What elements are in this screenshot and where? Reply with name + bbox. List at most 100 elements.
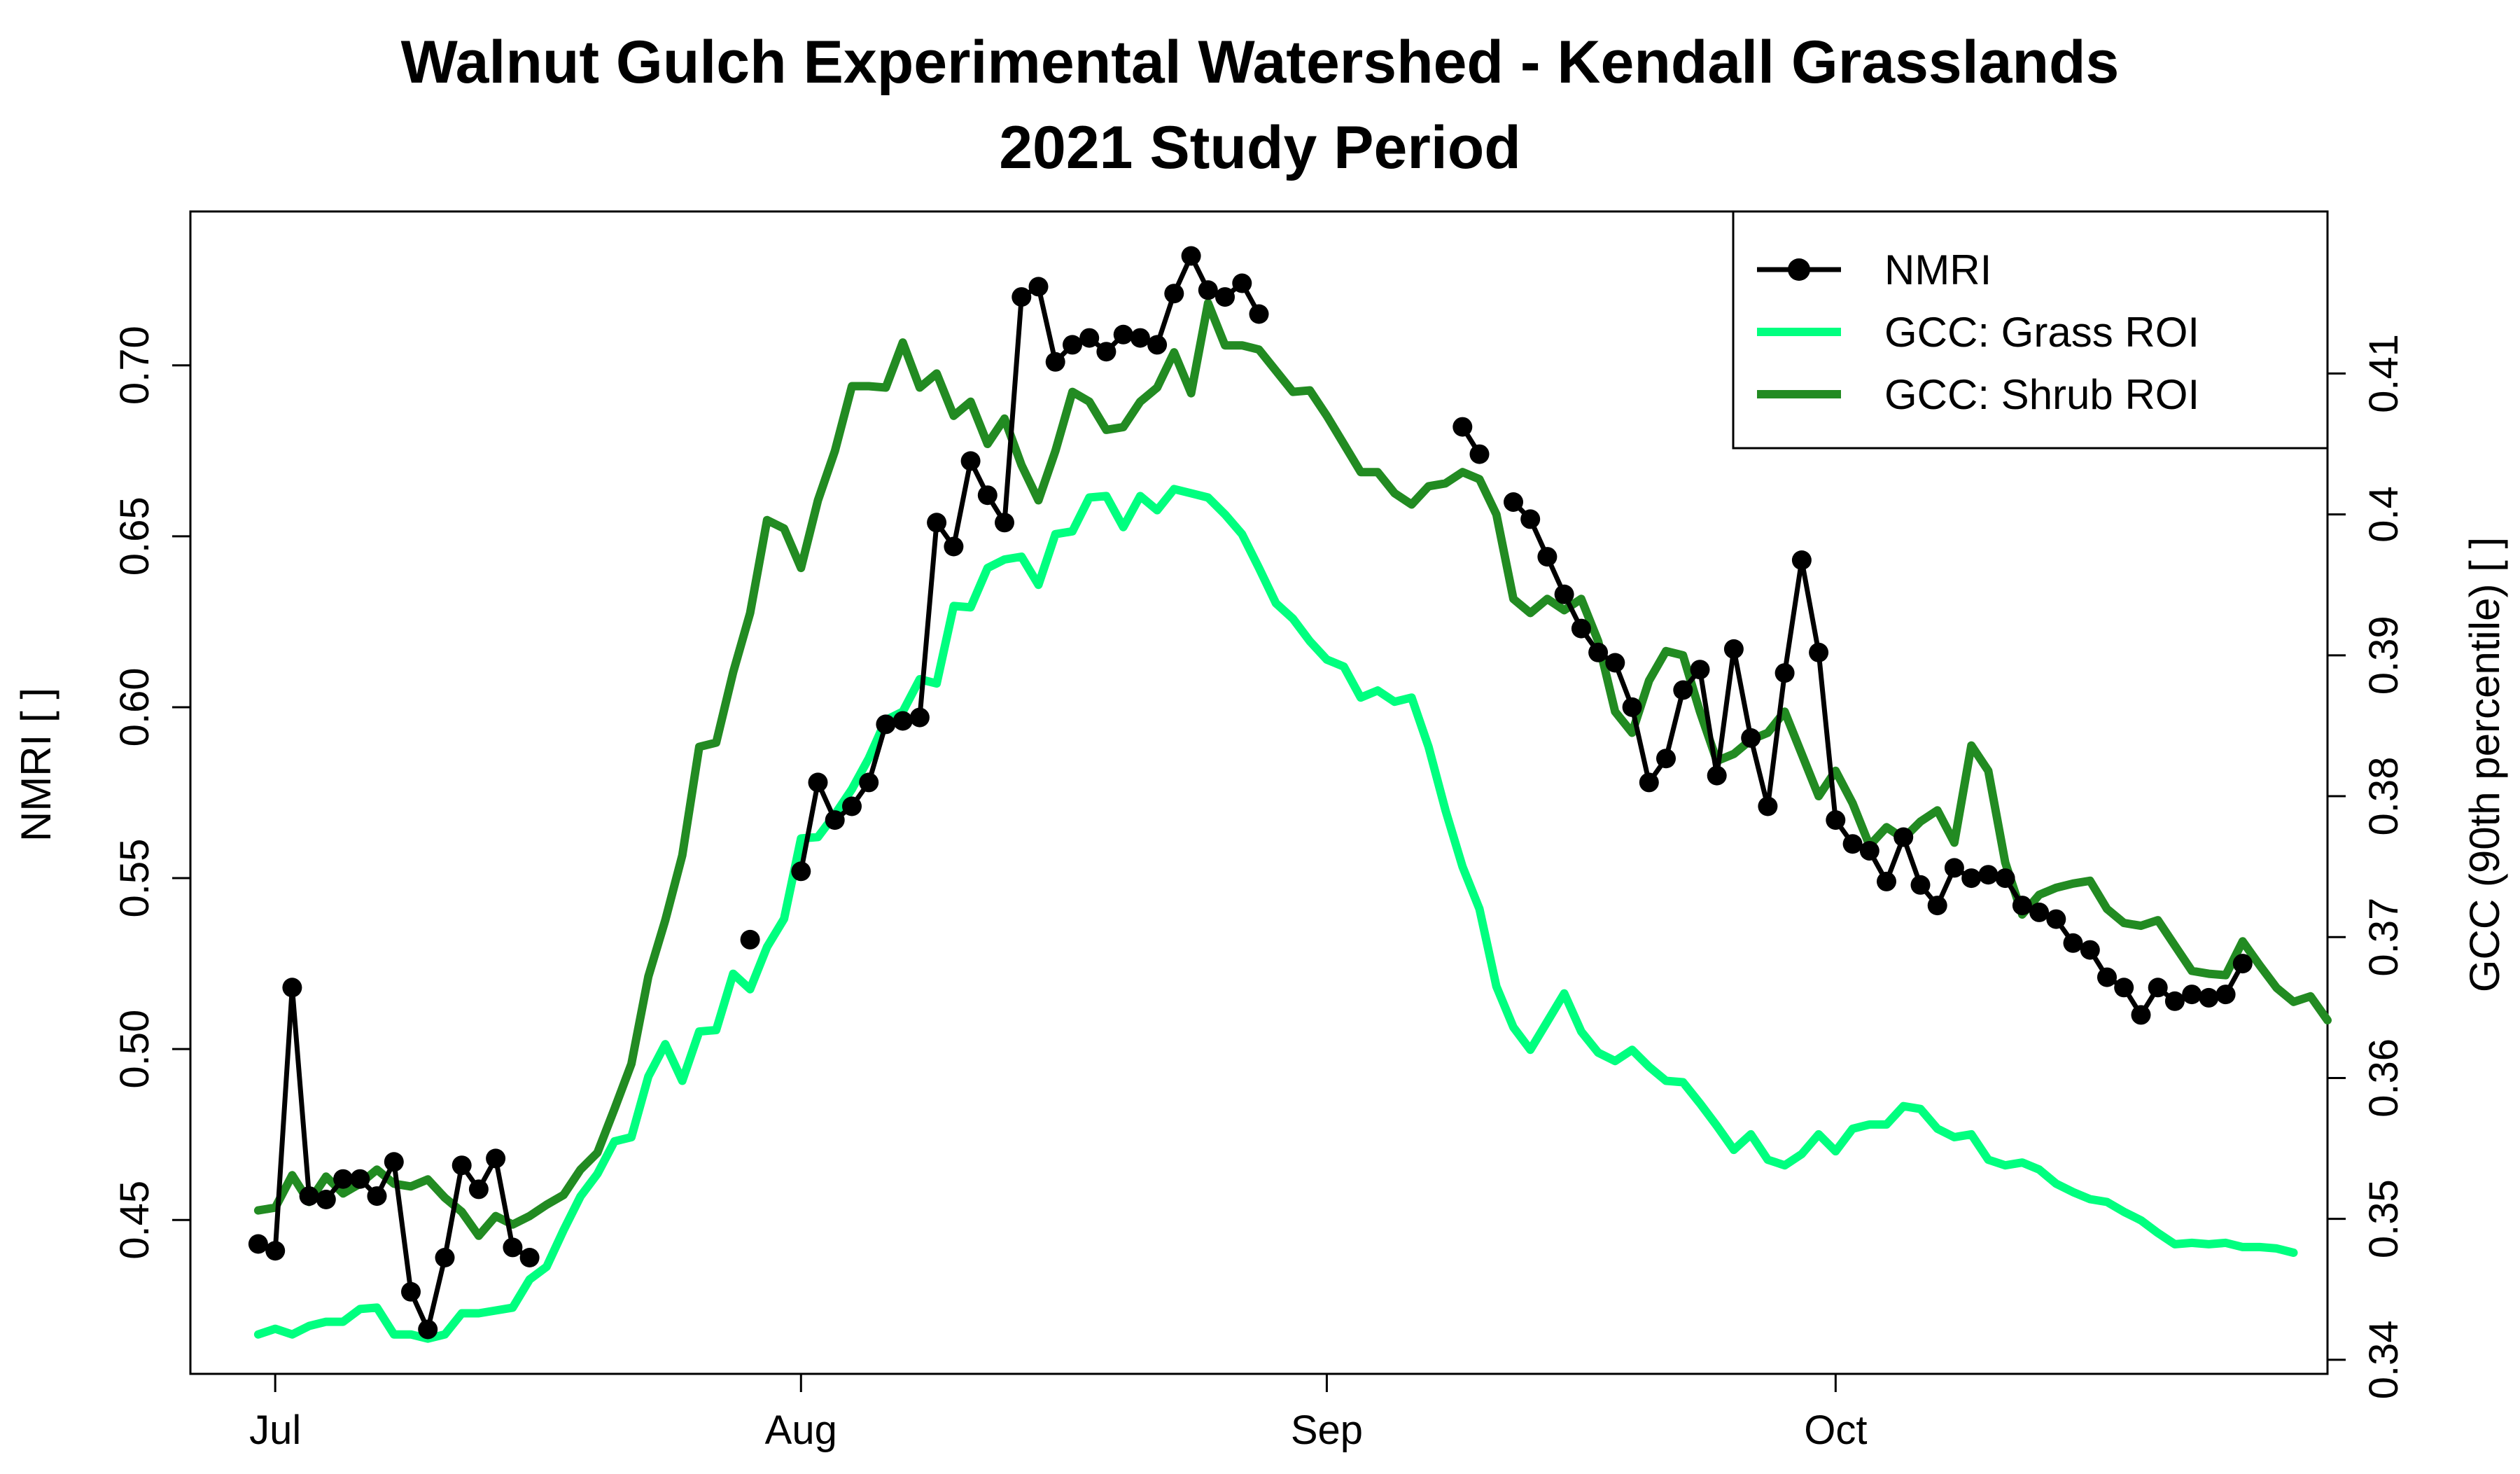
gcc-grass-line xyxy=(253,485,2298,1343)
nmri-point xyxy=(1927,896,1947,916)
y-tick-label-right: 0.39 xyxy=(2361,616,2407,695)
nmri-point xyxy=(1859,841,1879,861)
nmri-point xyxy=(401,1281,421,1302)
nmri-point xyxy=(2097,967,2117,987)
nmri-point xyxy=(2216,985,2236,1005)
nmri-point xyxy=(2199,987,2219,1008)
nmri-point xyxy=(876,714,896,735)
nmri-point xyxy=(1961,868,1982,889)
nmri-point xyxy=(1164,284,1184,304)
y-tick-label-right: 0.36 xyxy=(2361,1038,2407,1118)
y-tick-label-left: 0.45 xyxy=(112,1181,158,1260)
nmri-point xyxy=(519,1248,540,1267)
gcc-shrub-line xyxy=(253,298,2332,1240)
nmri-point xyxy=(2131,1005,2151,1025)
plot-layer: Jul Aug Sep Oct 0.45 0.50 0.55 0.60 0.65 0.70 0.34… xyxy=(112,210,2407,1453)
nmri-point xyxy=(1877,871,1896,891)
y-axis-label-left: NMRI [ ] xyxy=(13,688,59,842)
nmri-point xyxy=(1198,280,1218,300)
nmri-point xyxy=(418,1319,438,1340)
y-tick-label-right: 0.37 xyxy=(2361,898,2407,977)
y-tick-label-right: 0.35 xyxy=(2361,1179,2407,1258)
nmri-point xyxy=(486,1148,506,1169)
nmri-point xyxy=(468,1179,489,1200)
nmri-point xyxy=(1944,858,1964,878)
nmri-point xyxy=(1588,642,1609,662)
x-tick-label-oct: Oct xyxy=(1804,1407,1867,1453)
nmri-point xyxy=(1096,342,1116,362)
nmri-point xyxy=(1707,765,1727,786)
nmri-point xyxy=(435,1248,455,1267)
y-tick-label-left: 0.65 xyxy=(112,496,158,576)
nmri-point xyxy=(2114,978,2134,998)
nmri-point xyxy=(299,1186,319,1207)
nmri-point xyxy=(859,772,879,793)
nmri-point xyxy=(1774,663,1795,683)
nmri-point xyxy=(2029,902,2050,922)
nmri-point xyxy=(1215,287,1235,307)
nmri-point xyxy=(995,513,1014,533)
y-tick-label-left: 0.55 xyxy=(112,839,158,918)
nmri-point xyxy=(2063,933,2083,953)
nmri-point xyxy=(2012,896,2032,916)
nmri-point xyxy=(1893,827,1914,847)
nmri-line-segment xyxy=(798,253,1261,874)
nmri-point xyxy=(367,1186,387,1207)
nmri-point xyxy=(1537,547,1558,567)
nmri-point xyxy=(2046,909,2066,929)
x-tick-label-jul: Jul xyxy=(249,1407,301,1453)
y-tick-label-left: 0.60 xyxy=(112,667,158,746)
nmri-point xyxy=(1504,492,1523,512)
nmri-point xyxy=(265,1241,286,1261)
nmri-point xyxy=(1978,865,1998,885)
nmri-point xyxy=(1181,246,1201,266)
nmri-point xyxy=(1809,642,1829,662)
nmri-point xyxy=(1011,287,1032,307)
nmri-point xyxy=(248,1234,268,1254)
nmri-point xyxy=(1520,509,1541,529)
nmri-point xyxy=(2164,991,2185,1011)
nmri-point xyxy=(333,1169,354,1189)
nmri-point xyxy=(503,1237,523,1258)
nmri-point xyxy=(1910,875,1931,895)
nmri-point xyxy=(350,1169,370,1189)
nmri-point xyxy=(927,513,947,533)
y-tick-label-left: 0.70 xyxy=(112,326,158,405)
nmri-point xyxy=(2080,940,2100,960)
nmri-point xyxy=(2232,954,2253,974)
nmri-point xyxy=(1249,304,1269,324)
nmri-point xyxy=(1113,324,1133,345)
nmri-point xyxy=(1622,697,1642,717)
nmri-point xyxy=(1723,639,1744,659)
nmri-point xyxy=(1232,273,1252,293)
y-tick-label-right: 0.41 xyxy=(2361,334,2407,413)
nmri-point xyxy=(1147,335,1168,355)
nmri-point xyxy=(808,772,828,793)
y-tick-label-right: 0.4 xyxy=(2361,486,2407,543)
nmri-point xyxy=(1063,335,1082,355)
legend-label-shrub: GCC: Shrub ROI xyxy=(1884,371,2199,418)
y-tick-label-left: 0.50 xyxy=(112,1010,158,1089)
nmri-point xyxy=(316,1190,336,1209)
legend-label-grass: GCC: Grass ROI xyxy=(1884,309,2199,356)
nmri-point xyxy=(960,451,981,471)
nmri-point xyxy=(909,707,930,728)
chart-title: Walnut Gulch Experimental Watershed - Ke… xyxy=(401,29,2120,96)
nmri-point xyxy=(1995,868,2015,889)
x-tick-label-sep: Sep xyxy=(1291,1407,1363,1453)
nmri-point xyxy=(1045,352,1065,372)
nmri-point xyxy=(1079,328,1100,348)
chart-subtitle: 2021 Study Period xyxy=(999,114,1521,181)
nmri-point xyxy=(977,485,997,506)
x-tick-label-aug: Aug xyxy=(765,1407,837,1453)
nmri-point xyxy=(1639,772,1659,793)
nmri-point xyxy=(842,796,862,816)
nmri-point xyxy=(2148,978,2168,998)
nmri-point xyxy=(740,929,760,950)
nmri-point xyxy=(1741,728,1761,748)
nmri-point xyxy=(892,711,913,731)
nmri-point xyxy=(1690,660,1710,680)
nmri-point xyxy=(1469,444,1490,464)
nmri-line-segment xyxy=(1511,499,2246,1017)
